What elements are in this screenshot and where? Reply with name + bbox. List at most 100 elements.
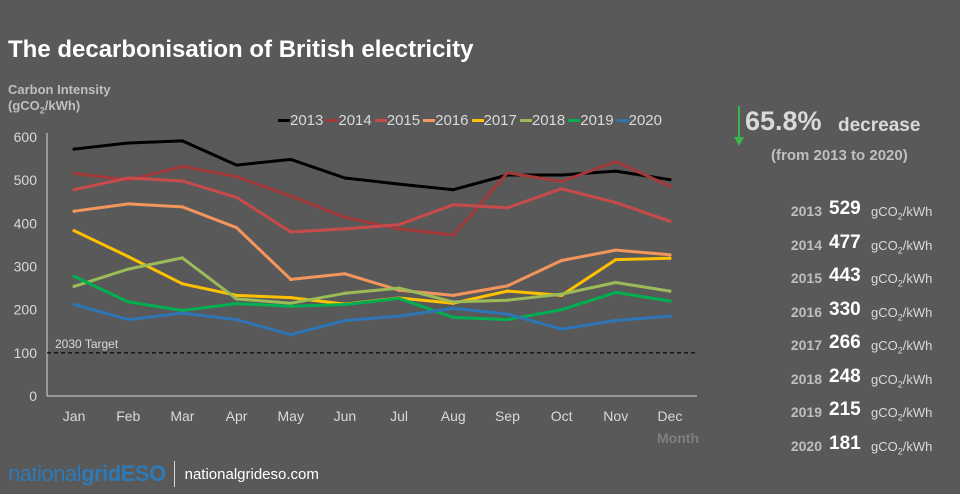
data-point-2019 [614, 290, 618, 294]
data-point-2019 [289, 304, 293, 308]
legend-swatch [326, 118, 339, 122]
data-point-2015 [343, 227, 347, 231]
legend-item-2019: 2019 [568, 112, 616, 129]
data-point-2013 [72, 147, 76, 151]
x-tick-label: Mar [170, 408, 194, 424]
down-arrow-icon [734, 106, 744, 146]
series-line-2019 [72, 274, 672, 322]
summary-year: 2019 [790, 404, 822, 420]
legend-item-2016: 2016 [423, 112, 471, 129]
data-point-2015 [559, 187, 564, 191]
legend-item-2014: 2014 [326, 112, 374, 129]
legend-item-2017: 2017 [471, 112, 520, 129]
data-point-2020 [559, 327, 564, 331]
data-point-2017 [180, 282, 185, 286]
chart-title: The decarbonisation of British electrici… [8, 36, 474, 63]
data-point-2019 [397, 296, 401, 301]
x-tick-label: May [278, 408, 304, 424]
data-point-2013 [180, 139, 185, 143]
data-point-2013 [289, 157, 293, 162]
summary-value: 181 [829, 432, 861, 454]
legend-label: 2019 [580, 111, 614, 129]
data-point-2014 [614, 160, 618, 164]
data-point-2018 [180, 256, 185, 260]
data-point-2015 [72, 188, 76, 192]
data-point-2015 [451, 203, 455, 207]
data-point-2018 [505, 298, 510, 302]
summary-year: 2017 [790, 337, 822, 353]
data-point-2020 [614, 318, 618, 323]
data-point-2018 [343, 291, 347, 295]
series-line-2018 [72, 256, 672, 305]
x-tick-label: Sep [495, 408, 520, 424]
footer-divider [173, 461, 175, 487]
data-point-2014 [397, 227, 401, 231]
legend-swatch [423, 118, 436, 122]
national-grid-eso-logo: nationalgridESO [8, 461, 166, 486]
summary-year: 2014 [790, 236, 822, 253]
decrease-percentage: 65.8% [745, 106, 822, 136]
data-point-2014 [668, 184, 672, 188]
chart-legend: 2013 2014 2015 2016 2017 2018 2019 2020 [278, 109, 665, 131]
data-point-2019 [180, 308, 185, 313]
summary-unit: gCO2/kWh [871, 438, 933, 457]
legend-item-2015: 2015 [374, 111, 423, 129]
y-tick-label: 100 [14, 345, 38, 361]
data-point-2019 [451, 315, 455, 320]
footer-url[interactable]: nationalgrideso.com [184, 465, 319, 483]
data-point-2020 [72, 302, 76, 307]
data-point-2016 [505, 284, 510, 288]
legend-swatch [519, 118, 532, 122]
series-line-2016 [72, 202, 672, 297]
data-point-2019 [668, 299, 672, 303]
legend-label: 2016 [435, 111, 469, 129]
data-point-2017 [126, 254, 130, 259]
data-point-2013 [451, 188, 455, 192]
data-point-2013 [614, 169, 618, 173]
series-line-2020 [72, 303, 672, 337]
x-tick-label: Aug [441, 408, 466, 424]
data-point-2015 [180, 179, 185, 183]
data-point-2013 [559, 173, 564, 177]
summary-unit: gCO2/kWh [871, 338, 933, 356]
legend-label: 2015 [386, 111, 421, 129]
legend-swatch [278, 118, 290, 122]
data-point-2020 [397, 314, 401, 318]
data-point-2019 [505, 317, 510, 322]
data-point-2014 [289, 194, 293, 198]
x-tick-label: Oct [551, 408, 573, 424]
summary-year: 2013 [790, 203, 822, 219]
summary-value: 330 [829, 298, 861, 320]
data-point-2019 [126, 300, 130, 304]
y-tick-label: 300 [14, 259, 38, 275]
summary-value: 443 [829, 265, 861, 286]
data-point-2018 [668, 289, 672, 293]
data-point-2020 [343, 318, 347, 323]
x-tick-label: Jan [63, 408, 86, 424]
summary-unit: gCO2/kWh [871, 304, 933, 323]
data-point-2019 [234, 302, 239, 306]
summary-value: 215 [829, 399, 861, 420]
data-point-2016 [451, 293, 455, 298]
data-point-2014 [505, 171, 510, 175]
footer: nationalgridESO nationalgrideso.com [8, 460, 319, 488]
legend-label: 2018 [531, 111, 566, 129]
series-line-2017 [72, 229, 672, 306]
data-point-2014 [559, 179, 564, 184]
data-point-2017 [505, 289, 510, 293]
data-point-2016 [180, 205, 185, 209]
data-point-2015 [614, 201, 618, 205]
data-point-2018 [559, 292, 564, 296]
data-point-2015 [668, 219, 672, 223]
data-point-2013 [234, 163, 239, 167]
summary-unit: gCO2/kWh [871, 405, 933, 423]
y-tick-label: 200 [14, 302, 38, 318]
x-tick-label: Apr [226, 408, 248, 424]
summary-year: 2020 [790, 437, 822, 454]
legend-label: 2014 [338, 111, 372, 129]
data-point-2018 [614, 280, 618, 285]
data-point-2013 [343, 176, 347, 180]
legend-swatch [568, 118, 581, 122]
x-tick-label: Feb [116, 408, 140, 424]
